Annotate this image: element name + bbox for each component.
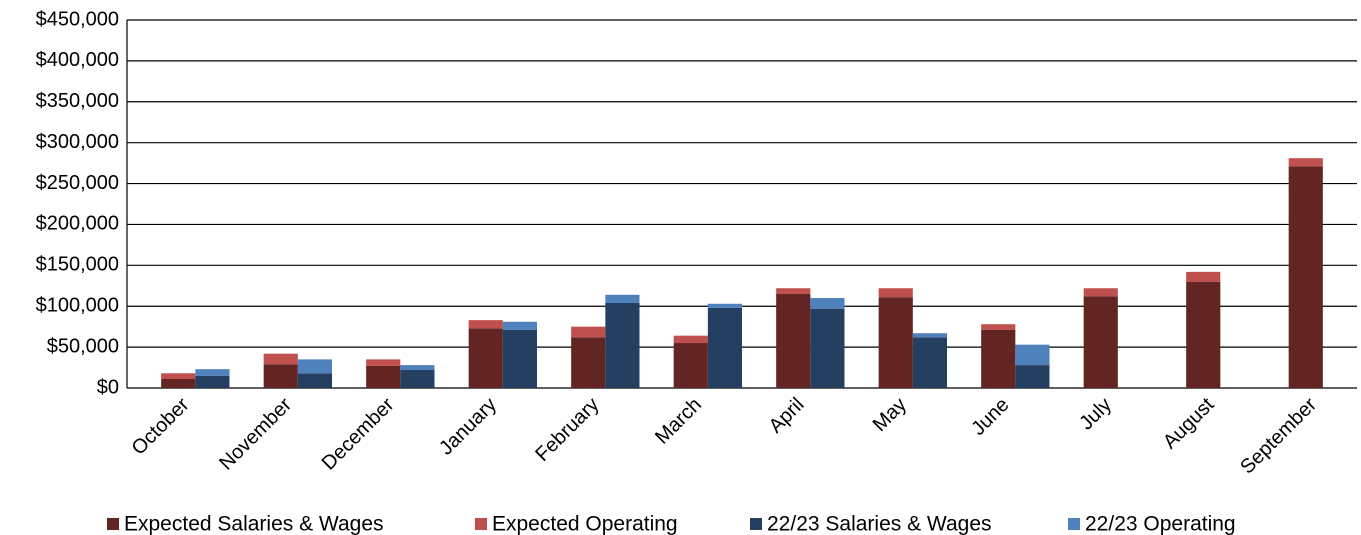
x-tick-label: May — [869, 394, 911, 436]
bar-segment — [810, 298, 845, 309]
legend-swatch — [475, 518, 487, 530]
x-tick-label: April — [765, 394, 809, 438]
bar-segment — [263, 353, 298, 365]
y-tick-label: $450,000 — [36, 8, 119, 30]
bar-segment — [1186, 271, 1221, 282]
bar-segment — [161, 373, 196, 380]
x-tick-label: December — [318, 393, 399, 474]
y-tick-label: $300,000 — [36, 131, 119, 153]
bar-segment — [912, 333, 947, 338]
bar-segment — [400, 365, 435, 371]
y-tick-label: $200,000 — [36, 213, 119, 235]
y-tick-label: $350,000 — [36, 90, 119, 112]
y-tick-label: $50,000 — [47, 335, 119, 357]
bar-segment — [1186, 281, 1221, 388]
bar-segment — [571, 326, 606, 338]
y-tick-label: $0 — [97, 376, 119, 398]
bar-segment — [195, 375, 230, 388]
bar-segment — [1083, 288, 1118, 297]
legend-label: 22/23 Operating — [1085, 513, 1236, 535]
x-tick-label: September — [1236, 393, 1321, 478]
bar-segment — [400, 370, 435, 388]
x-tick-label: August — [1159, 393, 1219, 453]
bar-segment — [878, 297, 913, 388]
x-tick-label: March — [651, 394, 706, 449]
bar-segment — [161, 379, 196, 388]
y-tick-label: $250,000 — [36, 172, 119, 194]
bar-segment — [468, 320, 503, 329]
bar-segment — [468, 328, 503, 388]
legend-label: Expected Operating — [492, 513, 678, 535]
bar-segment — [1288, 166, 1323, 388]
bar-segment — [195, 369, 230, 376]
y-tick-label: $400,000 — [36, 49, 119, 71]
bar-segment — [776, 293, 811, 388]
x-tick-label: February — [531, 394, 603, 466]
bar-segment — [297, 359, 332, 374]
bar-segment — [571, 337, 606, 388]
bar-segment — [297, 373, 332, 388]
bar-segment — [878, 288, 913, 298]
bar-segment — [1015, 365, 1050, 388]
bar-segment — [502, 321, 537, 330]
bar-segment — [673, 343, 708, 388]
legend-swatch — [1068, 518, 1080, 530]
bar-segment — [707, 303, 742, 308]
legend-swatch — [107, 518, 119, 530]
bar-segment — [981, 329, 1016, 388]
bar-segment — [366, 365, 401, 388]
x-tick-label: November — [215, 393, 296, 474]
x-tick-label: January — [435, 394, 501, 460]
bar-segment — [912, 337, 947, 388]
legend-label: 22/23 Salaries & Wages — [767, 513, 992, 535]
x-tick-label: July — [1075, 394, 1116, 435]
y-tick-label: $100,000 — [36, 295, 119, 317]
bar-segment — [810, 308, 845, 388]
bar-segment — [605, 302, 640, 388]
bar-segment — [1288, 158, 1323, 167]
bar-segment — [366, 359, 401, 366]
bar-segment — [605, 294, 640, 303]
bar-segment — [673, 335, 708, 344]
bar-segment — [263, 364, 298, 388]
bar-segment — [1083, 296, 1118, 388]
legend-label: Expected Salaries & Wages — [124, 513, 384, 535]
bar-segment — [502, 329, 537, 388]
legend-swatch — [750, 518, 762, 530]
x-tick-label: June — [967, 394, 1013, 440]
bar-segment — [981, 324, 1016, 330]
x-tick-label: October — [128, 393, 194, 459]
y-tick-label: $150,000 — [36, 254, 119, 276]
bar-segment — [707, 307, 742, 388]
bar-segment — [1015, 344, 1050, 366]
bar-segment — [776, 288, 811, 294]
